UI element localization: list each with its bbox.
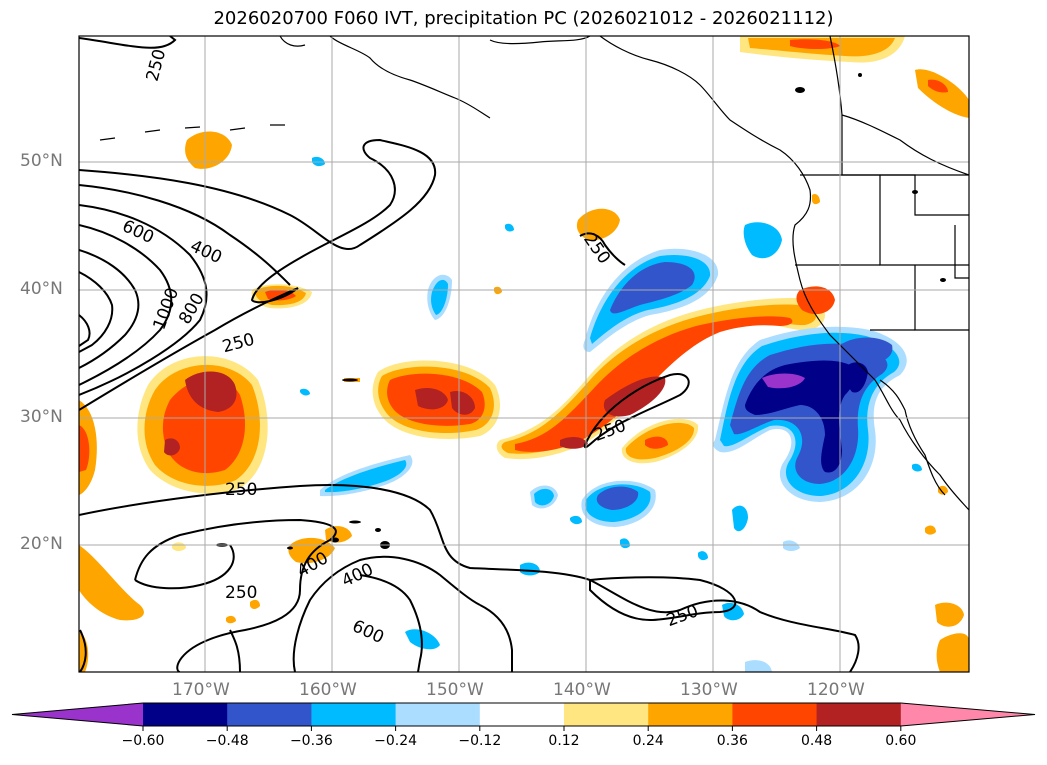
colorbar-cell xyxy=(732,703,818,726)
colorbar-tick-label: 0.36 xyxy=(716,733,748,749)
colorbar-tick-label: −0.12 xyxy=(458,733,502,749)
coastlines xyxy=(99,36,969,511)
colorbar-outline xyxy=(11,702,1036,727)
lon-label-130w: 130°W xyxy=(680,680,738,700)
colorbar-tick-label: −0.36 xyxy=(289,733,333,749)
colorbar-tick-label: 0.48 xyxy=(801,733,833,749)
colorbar-tick-label: 0.12 xyxy=(548,733,580,749)
ivt-contours xyxy=(79,36,860,672)
map-title: 2026020700 F060 IVT, precipitation PC (2… xyxy=(213,8,834,29)
islands xyxy=(216,73,946,550)
colorbar-extend-low xyxy=(12,703,143,726)
lon-label-140w: 140°W xyxy=(553,680,611,700)
graticule xyxy=(79,36,969,672)
lon-label-120w: 120°W xyxy=(807,680,865,700)
lat-label-50n: 50°N xyxy=(20,151,63,171)
negative-anomaly-regions xyxy=(300,156,922,672)
colorbar-cell xyxy=(648,703,733,726)
colorbar-tick-label: 0.24 xyxy=(632,733,664,749)
map-panel: 250 600 400 1000 800 250 250 250 400 400… xyxy=(78,35,970,673)
positive-anomaly-regions xyxy=(79,36,969,672)
colorbar-cell xyxy=(816,703,902,726)
colorbar-cell xyxy=(311,703,397,726)
colorbar-cell xyxy=(395,703,481,726)
colorbar-extend-high xyxy=(900,703,1035,726)
map-frame xyxy=(78,35,970,673)
lat-label-30n: 30°N xyxy=(20,407,63,427)
colorbar-cell xyxy=(143,703,228,726)
lon-label-160w: 160°W xyxy=(299,680,357,700)
lat-label-40n: 40°N xyxy=(20,279,63,299)
contour-label: 250 xyxy=(225,583,257,603)
lon-label-150w: 150°W xyxy=(426,680,484,700)
contour-label: 250 xyxy=(225,480,257,500)
colorbar-tick-label: 0.60 xyxy=(885,733,917,749)
lat-label-20n: 20°N xyxy=(20,534,63,554)
colorbar-tick-label: −0.48 xyxy=(205,733,249,749)
colorbar-cell xyxy=(479,703,565,726)
colorbar-cell xyxy=(227,703,312,726)
colorbar-tick-label: −0.24 xyxy=(374,733,418,749)
colorbar-cell xyxy=(564,703,649,726)
colorbar-tick-label: −0.60 xyxy=(121,733,165,749)
lon-label-170w: 170°W xyxy=(172,680,230,700)
